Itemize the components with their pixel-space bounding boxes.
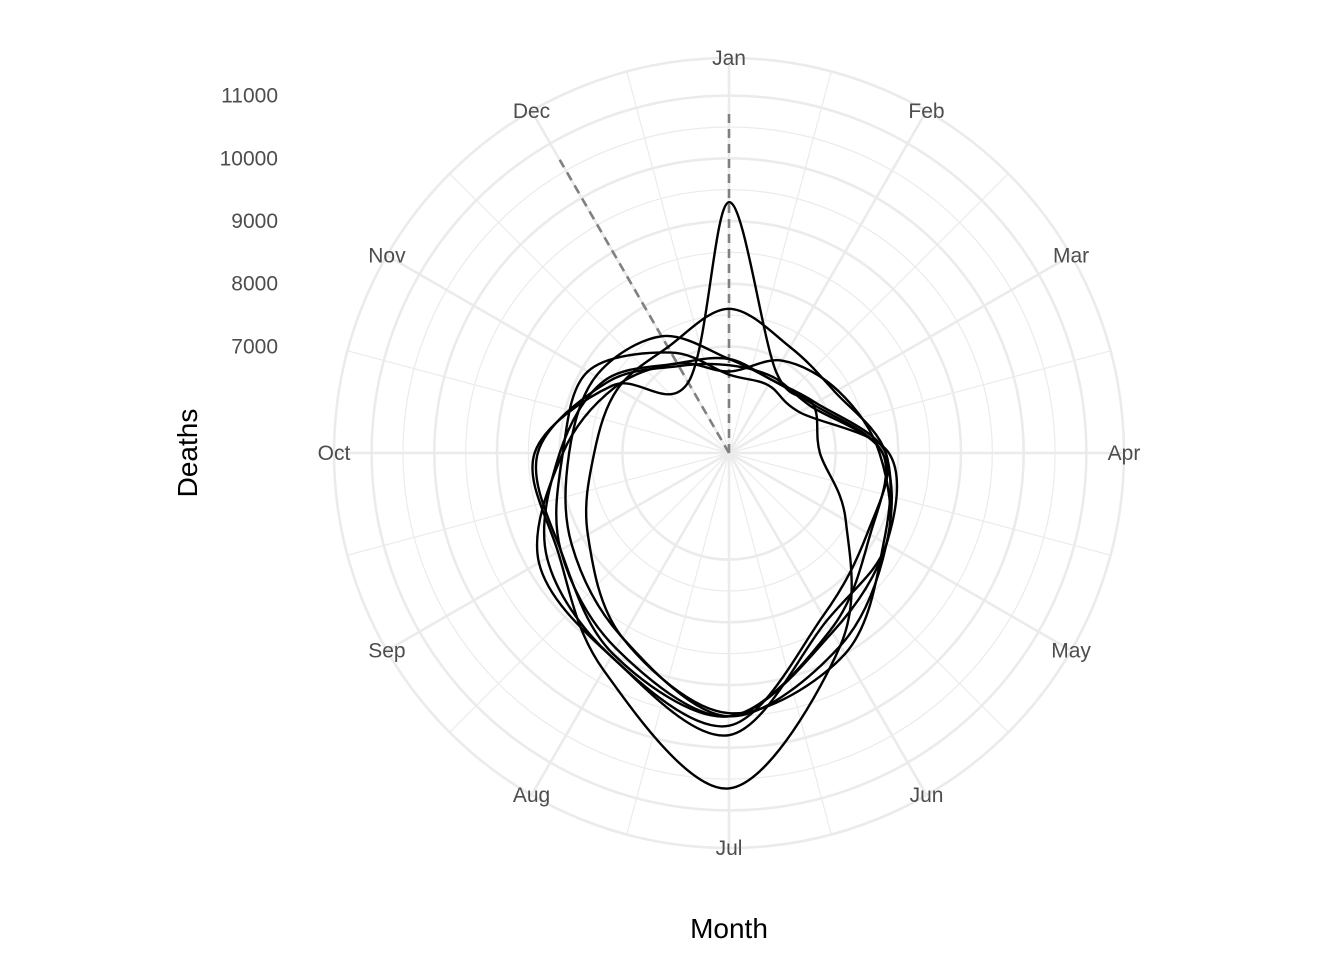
month-label-oct: Oct <box>318 442 351 465</box>
grid-spoke-feb <box>727 110 928 454</box>
month-label-dec: Dec <box>513 100 550 123</box>
grid-spoke-minor <box>728 452 832 835</box>
series-line-6 <box>584 307 892 715</box>
month-label-nov: Nov <box>368 245 406 268</box>
month-label-jun: Jun <box>910 784 944 807</box>
grid-spoke-minor <box>626 71 730 454</box>
grid-spoke-minor <box>626 452 730 835</box>
series-lines <box>531 201 899 790</box>
reference-line-dec <box>558 159 731 454</box>
reference-lines <box>558 108 731 454</box>
month-label-feb: Feb <box>908 100 944 123</box>
x-axis-title: Month <box>690 913 768 944</box>
series-line-2 <box>542 356 890 728</box>
y-tick-label-7000: 7000 <box>231 335 278 358</box>
grid-spoke-aug <box>530 452 731 796</box>
grid-spoke-minor <box>728 452 1111 556</box>
month-label-jul: Jul <box>716 837 743 860</box>
grid-spoke-jun <box>727 452 928 796</box>
y-tick-label-10000: 10000 <box>220 147 278 170</box>
grid-spoke-minor <box>728 350 1111 454</box>
grid-spoke-mar <box>728 254 1072 455</box>
grid-spoke-minor <box>347 350 730 454</box>
y-tick-label-8000: 8000 <box>231 273 278 296</box>
grid-spoke-nov <box>386 254 730 455</box>
month-label-apr: Apr <box>1108 442 1141 465</box>
grid-spoke-minor <box>449 173 730 454</box>
grid-spoke-minor <box>728 452 1009 733</box>
y-tick-label-9000: 9000 <box>231 210 278 233</box>
grid-spoke-minor <box>449 452 730 733</box>
month-label-sep: Sep <box>368 640 405 663</box>
grid-spoke-minor <box>728 173 1009 454</box>
series-line-7 <box>555 351 899 718</box>
month-labels: Jan Feb Mar Apr May Jun Jul Aug Sep Oct Nov Dec <box>318 47 1141 860</box>
month-label-jan: Jan <box>712 47 746 70</box>
y-axis-title: Deaths <box>172 409 203 498</box>
grid-spoke-minor <box>728 71 832 454</box>
month-label-mar: Mar <box>1053 245 1089 268</box>
grid-spoke-minor <box>347 452 730 556</box>
grid-spoke-may <box>728 451 1072 652</box>
y-tick-label-11000: 11000 <box>221 85 278 108</box>
polar-grid <box>332 56 1126 850</box>
month-label-may: May <box>1051 640 1091 663</box>
month-label-aug: Aug <box>513 784 550 807</box>
y-tick-labels: 7000 8000 9000 10000 11000 <box>220 85 278 359</box>
series-line-5 <box>535 359 892 737</box>
